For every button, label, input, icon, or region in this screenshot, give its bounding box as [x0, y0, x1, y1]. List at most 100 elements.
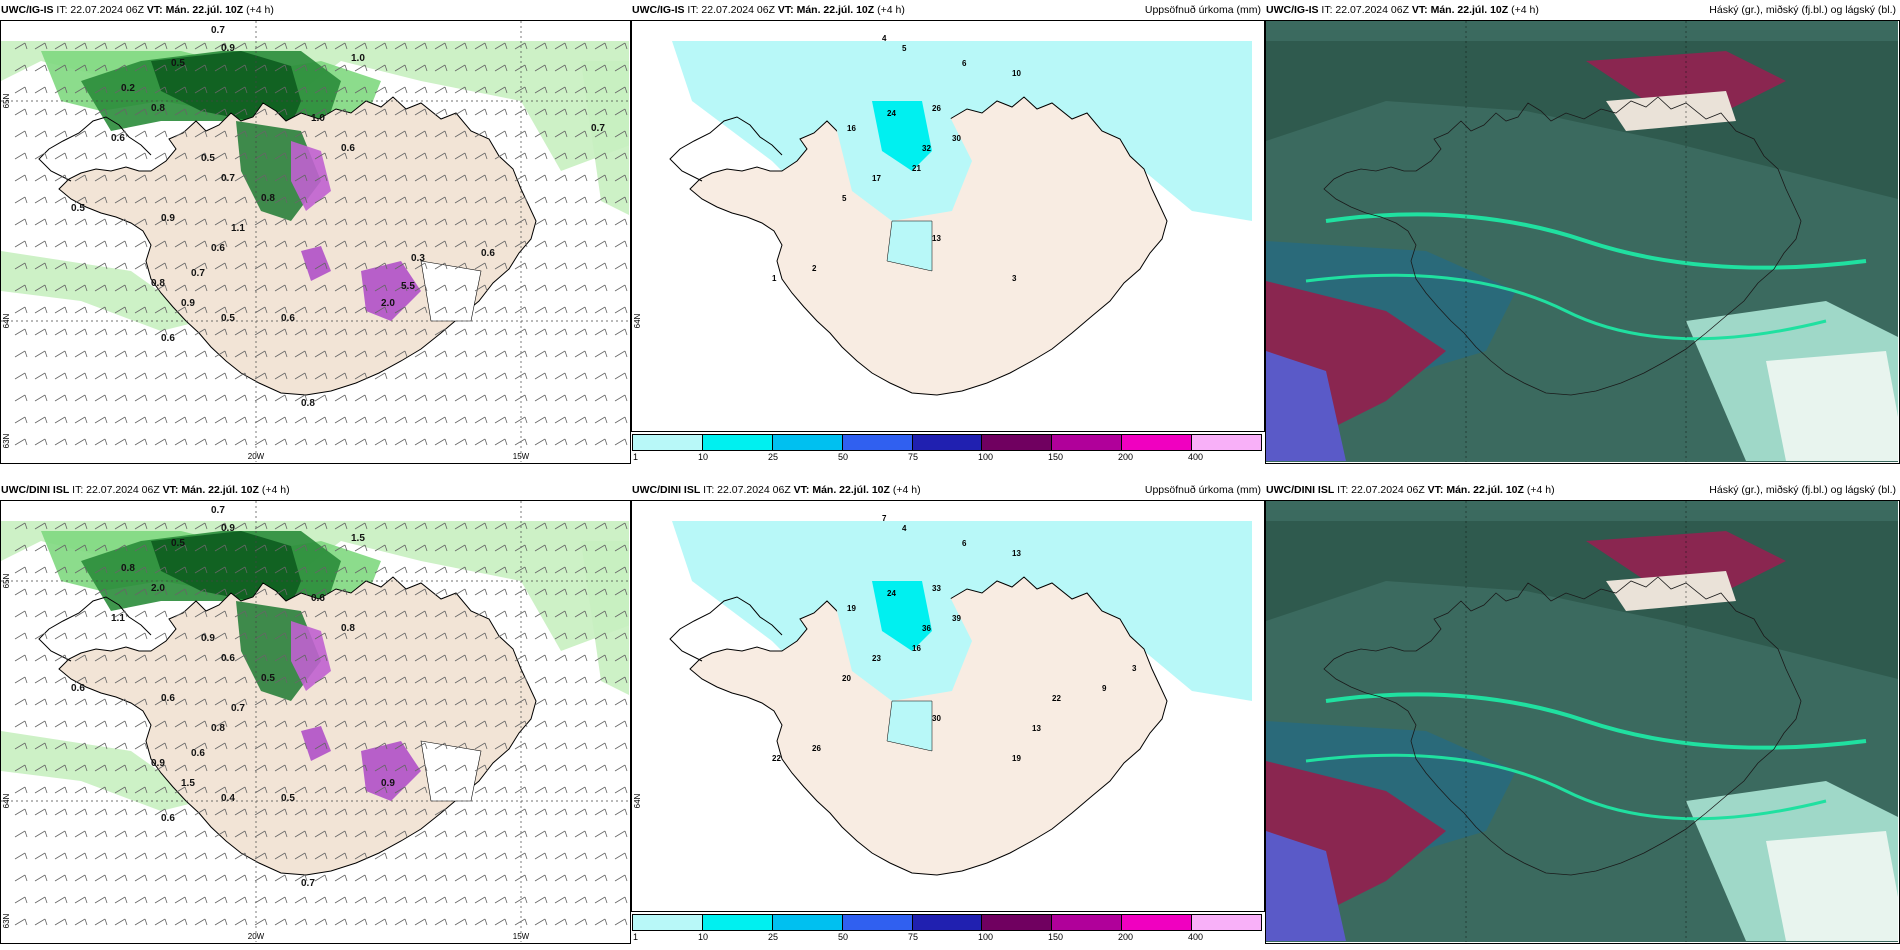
product-title: Háský (gr.), miðský (fj.bl.) og lágský (… [1709, 4, 1896, 16]
init-time: IT: 22.07.2024 06Z [1318, 4, 1412, 16]
wind-value-label: 1.5 [351, 533, 365, 544]
valid-time: VT: Mán. 22.júl. 10Z [1427, 484, 1524, 496]
colorbar-segment [912, 915, 983, 930]
wind-map: 0.7 0.9 1.5 0.5 0.8 2.0 1.1 0.9 0.6 0.8 0.6 0.5 0.6 0… [0, 500, 631, 944]
wind-value-label: 0.7 [301, 878, 315, 889]
colorbar-segment [1122, 435, 1193, 450]
valid-time: VT: Mán. 22.júl. 10Z [1411, 4, 1509, 16]
colorbar-label: 75 [908, 932, 919, 942]
wind-value-label: 0.6 [161, 333, 175, 344]
wind-value-label: 0.9 [221, 523, 235, 534]
panel-header: UWC/DINI ISL IT: 22.07.2024 06Z VT: Mán.… [1266, 480, 1898, 500]
wind-value-label: 1.0 [351, 53, 365, 64]
wind-value-label: 0.6 [211, 243, 225, 254]
colorbar-label: 75 [908, 452, 919, 462]
wind-value-label: 0.8 [211, 723, 225, 734]
init-time: IT: 22.07.2024 06Z [53, 4, 147, 16]
colorbar-segment [1192, 435, 1262, 450]
wind-value-label: 0.5 [261, 673, 275, 684]
lat-label: 64N [2, 313, 11, 328]
panel-precip-dini: UWC/DINI ISL IT: 22.07.2024 06Z VT: Mán.… [631, 480, 1265, 944]
precip-value-label: 33 [932, 584, 941, 593]
lead-time: (+4 h) [874, 4, 905, 16]
wind-value-label: 0.6 [221, 653, 235, 664]
precip-value-label: 26 [932, 104, 941, 113]
model-name: UWC/DINI ISL [632, 484, 701, 496]
wind-value-label: 1.1 [111, 613, 125, 624]
wind-value-label: 0.6 [481, 248, 495, 259]
precip-value-label: 5 [842, 194, 847, 203]
precip-value-label: 3 [1012, 274, 1017, 283]
precip-value-label: 39 [952, 614, 961, 623]
wind-value-label: 0.6 [191, 748, 205, 759]
wind-value-label: 0.8 [121, 563, 135, 574]
wind-value-label: 2.0 [381, 298, 395, 309]
precip-value-label: 21 [912, 164, 921, 173]
wind-value-label: 0.9 [201, 633, 215, 644]
wind-value-label: 1.5 [181, 778, 195, 789]
wind-value-label: 0.8 [301, 398, 315, 409]
lead-time: (+4 h) [1508, 4, 1539, 16]
colorbar-label: 25 [768, 452, 779, 462]
wind-value-label: 0.5 [281, 793, 295, 804]
wind-value-label: 1.1 [231, 223, 245, 234]
lon-label: 20W [248, 452, 265, 461]
wind-value-label: 0.8 [341, 623, 355, 634]
precip-colorbar [632, 434, 1262, 451]
init-time: IT: 22.07.2024 06Z [700, 484, 794, 496]
colorbar-label: 100 [978, 452, 994, 462]
valid-time: VT: Mán. 22.júl. 10Z [793, 484, 890, 496]
wind-value-label: 0.7 [211, 505, 225, 516]
wind-value-label: 0.7 [221, 173, 235, 184]
panel-header: UWC/IG-IS IT: 22.07.2024 06Z VT: Mán. 22… [632, 0, 1263, 20]
init-time: IT: 22.07.2024 06Z [684, 4, 778, 16]
precip-value-label: 5 [902, 44, 907, 53]
precip-value-label: 36 [922, 624, 931, 633]
colorbar-segment [633, 435, 703, 450]
panel-header: UWC/IG-IS IT: 22.07.2024 06Z VT: Mán. 22… [1, 0, 629, 20]
wind-value-label: 0.9 [161, 213, 175, 224]
panel-precip-igis: UWC/IG-IS IT: 22.07.2024 06Z VT: Mán. 22… [631, 0, 1265, 464]
colorbar-segment [772, 435, 843, 450]
wind-value-label: 0.8 [261, 193, 275, 204]
precip-value-label: 13 [1032, 724, 1041, 733]
lon-label: 15W [513, 932, 530, 941]
lat-label: 65N [2, 93, 11, 108]
lat-label: 64N [633, 793, 642, 808]
lead-time: (+4 h) [889, 484, 921, 496]
precip-value-label: 22 [772, 754, 781, 763]
wind-value-label: 0.5 [171, 538, 185, 549]
precip-value-label: 23 [872, 654, 881, 663]
model-name: UWC/IG-IS [1, 4, 54, 16]
model-name: UWC/DINI ISL [1266, 484, 1335, 496]
colorbar-label: 10 [698, 452, 709, 462]
valid-time: VT: Mán. 22.júl. 10Z [777, 4, 875, 16]
precip-value-label: 1 [772, 274, 777, 283]
wind-value-label: 0.9 [151, 758, 165, 769]
precip-value-label: 13 [1012, 549, 1021, 558]
lead-time: (+4 h) [258, 484, 290, 496]
wind-value-label: 1.0 [311, 113, 325, 124]
colorbar-segment [1192, 915, 1262, 930]
colorbar-label: 200 [1118, 452, 1134, 462]
colorbar-segment [1052, 435, 1123, 450]
wind-value-label: 5.5 [401, 281, 415, 292]
model-name: UWC/IG-IS [632, 4, 685, 16]
product-title: Uppsöfnuð úrkoma (mm) [1144, 484, 1261, 496]
colorbar-segment [772, 915, 843, 930]
wind-value-label: 0.9 [181, 298, 195, 309]
wind-value-label: 0.7 [231, 703, 245, 714]
panel-header: UWC/IG-IS IT: 22.07.2024 06Z VT: Mán. 22… [1266, 0, 1898, 20]
colorbar-segment [842, 915, 913, 930]
colorbar-label: 150 [1048, 452, 1064, 462]
valid-time: VT: Mán. 22.júl. 10Z [146, 4, 244, 16]
colorbar-label: 200 [1118, 932, 1134, 942]
precip-colorbar [632, 914, 1262, 931]
precip-value-label: 6 [962, 59, 967, 68]
colorbar-label: 25 [768, 932, 779, 942]
wind-value-label: 0.9 [221, 43, 235, 54]
precip-value-label: 22 [1052, 694, 1061, 703]
precip-value-label: 2 [812, 264, 817, 273]
lat-label: 65N [2, 573, 11, 588]
lat-label: 64N [2, 793, 11, 808]
